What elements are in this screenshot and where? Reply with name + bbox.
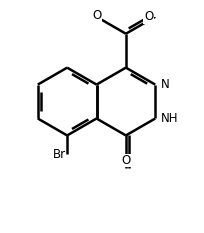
Text: O: O bbox=[91, 9, 101, 22]
Text: O: O bbox=[121, 154, 130, 167]
Text: N: N bbox=[160, 78, 169, 91]
Text: Br: Br bbox=[53, 147, 66, 161]
Text: O: O bbox=[143, 10, 153, 23]
Text: NH: NH bbox=[160, 112, 178, 125]
